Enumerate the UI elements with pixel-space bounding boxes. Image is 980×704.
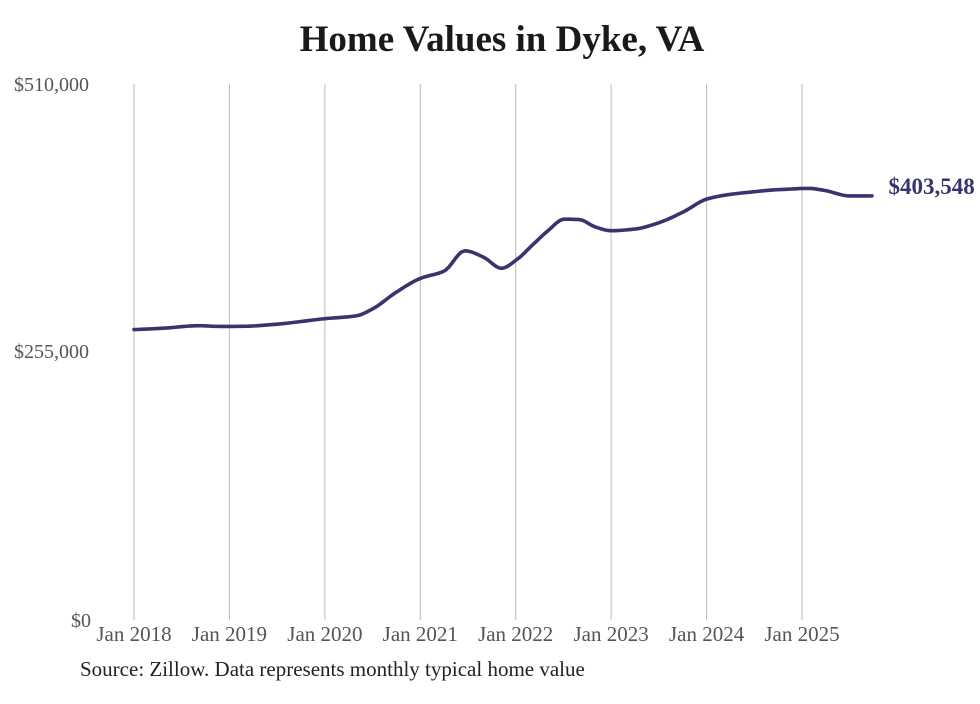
svg-text:Jan 2019: Jan 2019 — [192, 622, 267, 646]
svg-text:$0: $0 — [71, 610, 91, 632]
svg-text:Jan 2024: Jan 2024 — [669, 622, 745, 646]
svg-text:Jan 2018: Jan 2018 — [96, 622, 171, 646]
svg-text:Jan 2020: Jan 2020 — [287, 622, 362, 646]
svg-text:Jan 2025: Jan 2025 — [764, 622, 839, 646]
svg-text:Jan 2023: Jan 2023 — [573, 622, 648, 646]
svg-text:Jan 2022: Jan 2022 — [478, 622, 553, 646]
svg-text:$255,000: $255,000 — [14, 341, 89, 363]
svg-text:$403,548: $403,548 — [889, 174, 975, 199]
svg-text:Jan 2021: Jan 2021 — [383, 622, 458, 646]
svg-text:$510,000: $510,000 — [14, 74, 89, 96]
